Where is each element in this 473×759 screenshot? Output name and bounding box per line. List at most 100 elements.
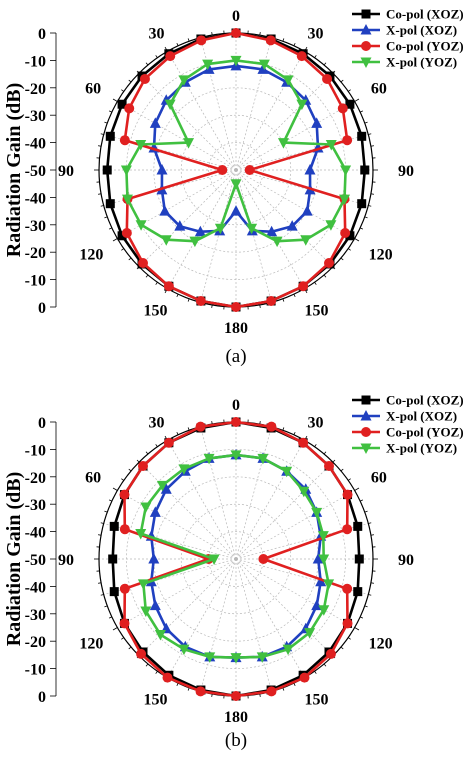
- y-axis-label: Radiation Gain (dB): [3, 83, 25, 257]
- outer-tick: [211, 421, 213, 425]
- outer-tick: [359, 616, 364, 619]
- outer-tick: [364, 510, 368, 513]
- radial-tick-label: 0: [38, 689, 46, 706]
- outer-tick: [211, 304, 213, 308]
- grid-spoke: [103, 169, 237, 206]
- outer-tick: [340, 257, 344, 261]
- series-x-pol-yoz-point-11: [256, 652, 268, 663]
- series-x-pol-yoz-point-16: [135, 220, 147, 231]
- series-co-pol-yoz-point-16: [119, 618, 130, 629]
- series-co-pol-xoz-point-5: [353, 521, 363, 531]
- grid-spoke: [235, 558, 355, 628]
- angle-label: 150: [305, 691, 329, 708]
- radial-tick-label: -20: [25, 634, 46, 651]
- outer-tick: [121, 248, 125, 251]
- radial-tick-label: -20: [25, 81, 46, 98]
- grid-spoke: [235, 134, 369, 171]
- outer-tick: [100, 133, 104, 135]
- outer-tick: [347, 248, 351, 251]
- series-co-pol-xoz-point-17: [105, 199, 115, 209]
- series-x-pol-yoz-point-6: [318, 554, 330, 565]
- series-co-pol-yoz-point-8: [342, 618, 353, 629]
- outer-tick: [187, 38, 190, 42]
- outer-tick: [370, 582, 374, 584]
- series-x-pol-yoz-point-18: [120, 165, 132, 176]
- legend-label: Co-pol (XOZ): [386, 393, 464, 408]
- outer-tick: [340, 79, 344, 83]
- outer-tick: [155, 281, 158, 285]
- grid-circle: [208, 142, 264, 198]
- grid-spoke: [167, 51, 237, 171]
- series-x-pol-yoz-point-17: [137, 579, 149, 590]
- radial-tick-label: -50: [25, 163, 46, 180]
- legend-marker-point-2: [361, 427, 371, 437]
- series-co-pol-yoz-point-21: [139, 73, 150, 84]
- outer-tick: [155, 444, 158, 448]
- outer-tick: [112, 487, 118, 491]
- series-co-pol-yoz-point-14: [162, 672, 173, 683]
- grid-spoke: [138, 72, 237, 171]
- series-x-pol-yoz-point-12: [230, 653, 242, 664]
- series-x-pol-xoz-point-16: [149, 599, 161, 611]
- series-co-pol-yoz-point-6: [258, 554, 269, 564]
- grid-spoke: [235, 51, 305, 171]
- outer-tick: [128, 79, 132, 83]
- series-x-pol-yoz-point-3: [298, 486, 310, 498]
- outer-tick: [364, 605, 368, 608]
- series-co-pol-yoz-point-7: [342, 583, 353, 594]
- polar-chart-a: 0 30 60 90 120 150 180 150 120 90 60 30 0 -10 -20 -30 -4…: [3, 7, 464, 368]
- outer-tick: [314, 444, 317, 448]
- series-co-pol-yoz-point-13: [195, 296, 206, 307]
- series-co-pol-yoz: [119, 28, 353, 312]
- outer-tick: [359, 499, 364, 502]
- grid-spoke: [235, 169, 355, 239]
- series-x-pol-yoz-point-9: [300, 235, 312, 246]
- grid-spoke: [235, 558, 305, 678]
- series-x-pol-yoz: [135, 450, 335, 664]
- radial-tick-label: -10: [25, 662, 46, 679]
- series-x-pol-yoz-point-3: [296, 99, 308, 111]
- series-co-pol-yoz-point-20: [124, 103, 135, 114]
- outer-tick: [145, 62, 149, 66]
- series-x-pol-yoz-point-11: [246, 223, 258, 235]
- legend-label: X-pol (XOZ): [386, 409, 457, 424]
- series-co-pol-xoz-point-6: [360, 165, 370, 175]
- series-x-pol-xoz-point-23: [203, 63, 215, 74]
- outer-tick: [282, 427, 285, 431]
- series-co-pol-xoz-point-5: [357, 131, 367, 141]
- grid-spoke: [235, 523, 369, 560]
- outer-tick: [121, 478, 125, 481]
- angle-label: 60: [371, 470, 387, 487]
- series-x-pol-yoz-point-19: [135, 139, 147, 151]
- polar-chart-a-svg: 0 30 60 90 120 150 180 150 120 90 60 30 0 -10 -20 -30 -4…: [3, 7, 464, 368]
- series-co-pol-yoz-point-10: [299, 672, 310, 683]
- series-x-pol-xoz-point-18: [156, 164, 168, 175]
- series-co-pol-yoz-point-3: [323, 461, 334, 472]
- series-x-pol-yoz-point-5: [325, 139, 337, 151]
- legend-marker-point-1: [360, 24, 372, 35]
- angle-label: 120: [369, 247, 393, 264]
- radial-tick-label: -20: [25, 470, 46, 487]
- outer-tick: [211, 693, 213, 697]
- series-x-pol-yoz-point-8: [325, 220, 337, 231]
- series-co-pol-xoz-point-18: [102, 165, 112, 175]
- series-x-pol-xoz-point-20: [149, 117, 161, 128]
- outer-tick: [354, 98, 360, 102]
- angle-label: 90: [58, 163, 74, 180]
- grid-spoke: [103, 523, 237, 560]
- series-x-pol-yoz-point-7: [323, 579, 335, 590]
- angle-label: 90: [58, 552, 74, 569]
- outer-tick: [259, 304, 261, 308]
- outer-tick: [121, 89, 125, 92]
- series-co-pol-yoz: [119, 417, 353, 701]
- angle-label: 120: [79, 247, 103, 264]
- series-x-pol-xoz-point-21: [160, 483, 172, 494]
- series-co-pol-yoz-point-9: [325, 648, 336, 659]
- outer-tick: [121, 637, 125, 640]
- grid-spoke: [200, 426, 237, 560]
- series-x-pol-yoz-point-8: [318, 605, 330, 616]
- series-co-pol-xoz-point-7: [357, 199, 367, 209]
- outer-tick: [368, 133, 372, 135]
- series-co-pol-yoz-point-18: [217, 165, 228, 175]
- series-co-pol-yoz-point-4: [337, 103, 348, 114]
